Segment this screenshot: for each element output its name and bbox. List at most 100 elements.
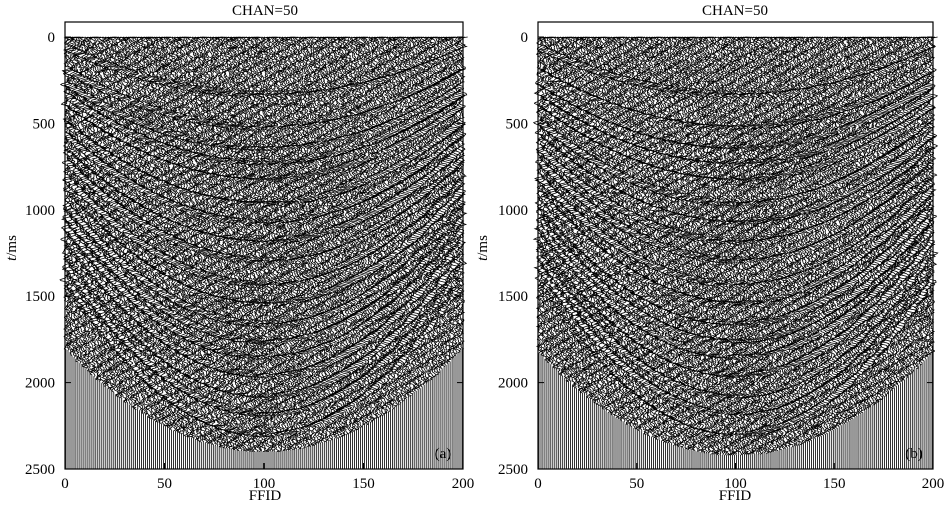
wiggle-trace [899,36,913,469]
wiggle-trace [355,36,369,469]
wiggle-trace [726,36,739,469]
wiggle-trace [339,36,354,469]
wiggle-trace [217,36,231,469]
wiggle-trace [176,36,189,469]
wiggle-trace [834,36,848,469]
wiggle-trace [592,36,608,469]
wiggle-trace [756,36,769,469]
wiggle-trace [111,36,124,469]
wiggle-trace [848,36,862,469]
wiggle-trace [192,36,207,469]
wiggle-trace [663,36,676,469]
wiggle-trace [105,36,119,469]
wiggle-trace [429,36,444,469]
y-axis-label: t/ms [475,235,491,261]
wiggle-trace [341,36,356,469]
wiggle-trace [709,36,722,469]
x-tick-label: 150 [823,476,846,492]
wiggle-trace [852,36,866,469]
wiggle-traces [59,36,468,469]
wiggle-trace [789,36,802,469]
wiggle-trace [539,36,553,469]
wiggle-trace [840,36,853,469]
wiggle-trace [165,36,178,469]
wiggle-trace [422,36,435,469]
wiggle-trace [303,36,318,469]
wiggle-trace [668,36,683,469]
y-axis-label-unit: /ms [475,235,491,257]
wiggle-trace [103,36,116,469]
wiggle-trace [761,36,775,469]
wiggle-trace [226,36,240,469]
wiggle-trace [791,36,804,469]
y-tick-label: 1500 [498,289,528,305]
wiggle-trace [877,36,892,469]
wiggle-trace [442,36,457,469]
wiggle-trace [898,36,912,469]
wiggle-trace [337,36,351,469]
wiggle-trace [576,36,590,469]
y-axis-label-unit: /ms [4,235,20,257]
wiggle-trace [704,36,718,469]
wiggle-trace [770,36,782,469]
wiggle-trace [588,36,601,469]
x-axis: 0 50 100 150 200 [61,463,474,492]
wiggle-trace [557,36,569,469]
wiggle-trace [214,36,229,469]
x-tick-label: 200 [452,476,475,492]
wiggle-trace [335,36,350,469]
seismic-panel-a: CHAN=50 0 500 1000 1500 2000 2500 0 50 100 150 20… [4,3,474,504]
wiggle-trace [796,36,810,469]
wiggle-trace [780,36,795,469]
wiggle-trace [87,36,100,469]
wiggle-trace [561,36,576,469]
wiggle-trace [404,36,418,469]
wiggle-trace [734,36,747,469]
wiggle-trace [125,36,139,469]
wiggle-trace [863,36,875,469]
wiggle-trace [892,36,905,469]
wiggle-trace [811,36,826,469]
wiggle-trace [256,36,270,469]
wiggle-trace [837,36,851,469]
wiggle-trace [564,36,577,469]
wiggle-trace [392,36,404,469]
wiggle-trace [367,36,381,469]
wiggle-trace [109,36,123,469]
wiggle-trace [182,36,196,469]
wiggle-trace [765,36,780,469]
wiggle-trace [301,36,315,469]
wiggle-trace [824,36,839,469]
panel-title: CHAN=50 [702,3,768,19]
wiggle-trace [100,36,114,469]
wiggle-trace [238,36,249,469]
wiggle-trace [705,36,720,469]
wiggle-trace [411,36,426,469]
y-tick-label: 2500 [25,462,55,478]
wiggle-trace [178,36,191,469]
wiggle-trace [235,36,248,469]
wiggle-trace [742,36,755,469]
wiggle-trace [583,36,598,469]
wiggle-trace [879,36,894,469]
wiggle-trace [375,36,390,469]
y-tick-label: 0 [48,30,56,46]
wiggle-trace [630,36,645,469]
wiggle-trace [753,36,767,469]
x-tick-label: 0 [534,476,542,492]
wiggle-trace [394,36,410,469]
wiggle-trace [547,36,560,469]
wiggle-trace [602,36,615,469]
y-tick-label: 500 [33,116,56,132]
wiggle-trace [674,36,688,469]
wiggle-trace [223,36,235,469]
wiggle-trace [264,36,278,469]
y-axis-label-symbol: t [4,256,20,261]
wiggle-trace [389,36,403,469]
wiggle-trace [170,36,184,469]
wiggle-trace [607,36,622,469]
wiggle-trace [59,36,73,469]
wiggle-trace [811,36,824,469]
wiggle-trace [715,36,730,469]
wiggle-trace [455,36,468,469]
